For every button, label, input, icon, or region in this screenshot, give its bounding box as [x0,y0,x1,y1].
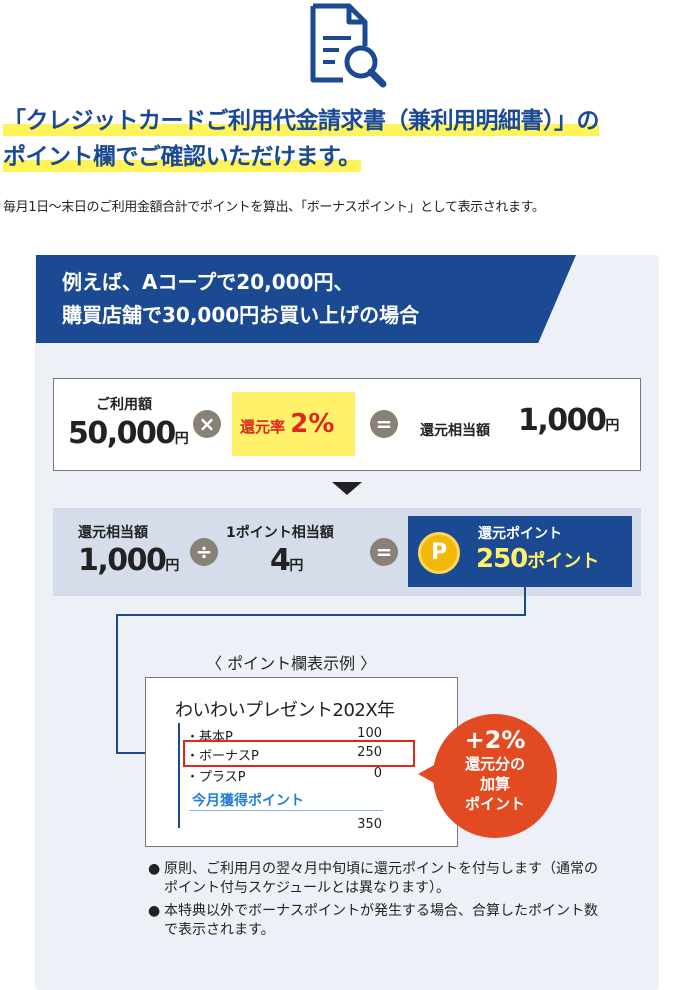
points-value: 250 [476,544,528,574]
row-plus-value: 0 [373,766,382,781]
headline-line-2: ポイント欄でご確認いただけます。 [3,142,361,172]
per-point: 4円 [270,543,303,578]
usage-unit: 円 [174,431,189,447]
per-point-value: 4 [270,543,291,578]
coin-p-icon: P [418,532,460,574]
subtext: 毎月1日〜末日のご利用金額合計でポイントを算出、「ボーナスポイント」として表示さ… [3,200,545,215]
usage-value: 50,000 [68,416,176,451]
example-line-1: 例えば、Aコープで20,000円、 [62,270,354,294]
amount: 1,000円 [78,543,179,578]
equals-icon-2: = [370,538,398,566]
down-arrow-icon [332,482,362,495]
bubble-tail [418,764,436,784]
example-caption: 〈 ポイント欄表示例 〉 [206,654,377,673]
bubble-line-3: 加算 [479,775,510,793]
bubble-line-2: 還元分の [464,755,525,773]
row-bonus-value: 250 [357,745,382,760]
headline-line-1: 「クレジットカードご利用代金請求書（兼利用明細書）」の [3,106,600,136]
points-unit: ポイント [527,551,600,572]
multiply-icon: × [193,410,221,438]
bonus-bubble [433,714,557,838]
statement-divider [178,723,180,828]
total-divider [189,810,383,811]
headline: 「クレジットカードご利用代金請求書（兼利用明細書）」の ポイント欄でご確認いただ… [3,106,693,172]
bubble-text: +2% 還元分の 加算 ポイント [433,726,557,814]
rate-value: 2% [290,409,335,439]
usage-amount: 50,000円 [68,416,189,451]
row-plus-label: ・プラスP [186,770,246,785]
amount-value: 1,000 [78,543,167,578]
notes: ● 原則、ご利用月の翌々月中旬頃に還元ポイントを付与します（通常のポイント付与ス… [148,860,598,944]
rate: 還元率 2% [240,409,334,439]
result-value: 1,000 [518,403,607,438]
note-bullet: ● [148,903,161,919]
statement-card [145,677,458,847]
bubble-line-4: ポイント [464,795,525,813]
document-search-icon [310,3,387,88]
divide-icon: ÷ [190,538,218,566]
example-line-2: 購買店舗で30,000円お買い上げの場合 [62,303,420,327]
points-amount: 250ポイント [476,544,599,574]
points-label: 還元ポイント [478,526,562,542]
bubble-line-1: +2% [464,726,526,754]
amount-label: 還元相当額 [78,525,148,541]
row-basic-value: 100 [357,726,382,741]
per-point-label: 1ポイント相当額 [226,525,334,541]
example-banner-text: 例えば、Aコープで20,000円、 購買店舗で30,000円お買い上げの場合 [62,266,419,332]
result-amount: 1,000円 [518,403,619,438]
per-point-unit: 円 [289,558,304,574]
equals-icon: = [370,410,398,438]
total-label: 今月獲得ポイント [192,793,304,809]
total-value: 350 [357,817,382,832]
result-unit: 円 [605,418,620,434]
result-label: 還元相当額 [420,423,490,439]
note-text: 原則、ご利用月の翌々月中旬頃に還元ポイントを付与します（通常のポイント付与スケジ… [164,861,598,896]
row-bonus-label: ・ボーナスP [186,749,259,764]
rate-label: 還元率 [240,418,286,436]
note-item: ● 原則、ご利用月の翌々月中旬頃に還元ポイントを付与します（通常のポイント付与ス… [148,860,598,898]
rate-box [232,392,355,456]
usage-label: ご利用額 [96,397,152,413]
amount-unit: 円 [165,558,180,574]
statement-title: わいわいプレゼント202X年 [175,700,395,721]
note-bullet: ● [148,861,161,877]
note-item: ● 本特典以外でボーナスポイントが発生する場合、合算したポイント数で表示されます… [148,902,598,940]
bonus-highlight [183,740,415,767]
note-text: 本特典以外でボーナスポイントが発生する場合、合算したポイント数で表示されます。 [164,903,598,938]
example-banner [36,255,576,343]
